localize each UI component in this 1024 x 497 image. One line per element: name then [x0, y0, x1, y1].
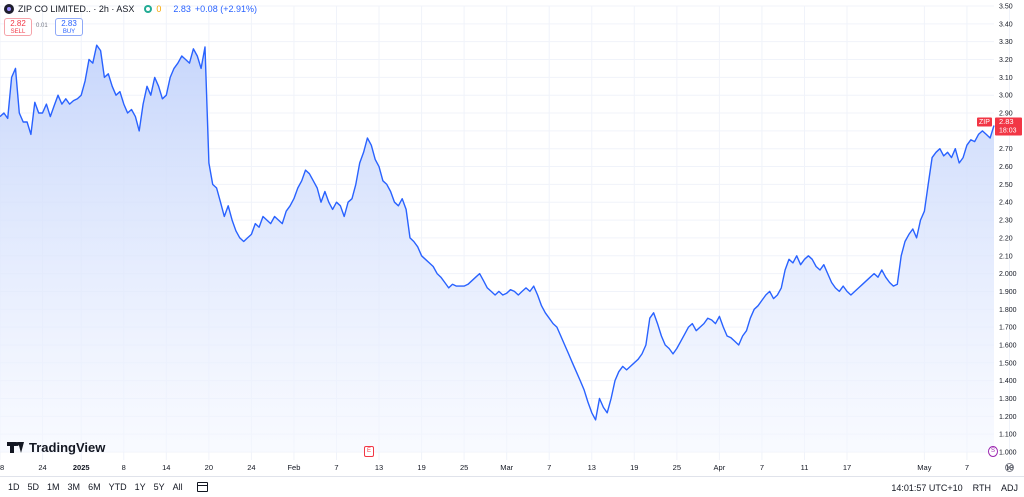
x-tick-label: 19 — [417, 463, 425, 472]
y-tick-label: 2.10 — [999, 253, 1013, 260]
range-ytd-button[interactable]: YTD — [108, 482, 127, 492]
y-tick-label: 1.800 — [999, 307, 1017, 314]
y-tick-label: 3.20 — [999, 57, 1013, 64]
symbol-header: ZIP CO LIMITED.. · 2h · ASX 0 2.83 +0.08… — [4, 2, 257, 16]
spread-value: 0.01 — [36, 23, 48, 29]
x-tick-label: 24 — [38, 463, 46, 472]
x-tick-label: 7 — [547, 463, 551, 472]
y-tick-label: 1.500 — [999, 360, 1017, 367]
tradingview-logo-icon — [7, 442, 25, 453]
price-line — [0, 44, 995, 421]
y-tick-label: 1.300 — [999, 396, 1017, 403]
x-tick-label: 20 — [205, 463, 213, 472]
range-5y-button[interactable]: 5Y — [153, 482, 165, 492]
range-5d-button[interactable]: 5D — [27, 482, 40, 492]
y-tick-label: 1.600 — [999, 342, 1017, 349]
price-area-fill — [0, 45, 994, 452]
range-6m-button[interactable]: 6M — [88, 482, 101, 492]
x-tick-label: 18 — [0, 463, 4, 472]
x-axis[interactable]: 18 24 2025 8 14 20 24 Feb 7 13 19 25 Mar 7 13 19 25 Apr 7 1… — [0, 463, 1024, 472]
range-all-button[interactable]: All — [172, 482, 183, 492]
x-tick-label: 13 — [588, 463, 596, 472]
y-tick-label: 2.20 — [999, 235, 1013, 242]
x-tick-label: 25 — [673, 463, 681, 472]
range-1m-button[interactable]: 1M — [47, 482, 60, 492]
bottom-right-controls: 14:01:57 UTC+10 RTH ADJ — [891, 477, 1018, 497]
y-tick-label: 3.40 — [999, 21, 1013, 28]
x-tick-label: 17 — [843, 463, 851, 472]
range-1y-button[interactable]: 1Y — [134, 482, 146, 492]
last-price-tag: ZIP 2.83 18:03 — [977, 117, 1022, 136]
y-tick-label: 2.60 — [999, 164, 1013, 171]
y-axis[interactable]: 1.000 1.100 1.200 1.300 1.400 1.500 1.600 1.700… — [999, 4, 1017, 457]
x-tick-label: Apr — [714, 463, 726, 472]
x-tick-label: 7 — [760, 463, 764, 472]
buy-label: BUY — [62, 29, 76, 35]
clock-time[interactable]: 14:01:57 UTC+10 — [891, 482, 963, 493]
range-3m-button[interactable]: 3M — [67, 482, 81, 492]
x-tick-label: 14 — [162, 463, 170, 472]
y-tick-label: 3.30 — [999, 39, 1013, 46]
x-tick-label: May — [917, 463, 931, 472]
price-tag-price: 2.83 — [999, 117, 1014, 126]
price-tag-bg — [995, 117, 1022, 136]
header-change: +0.08 (+2.91%) — [194, 4, 257, 14]
y-tick-label: 2.40 — [999, 200, 1013, 207]
price-tag-symbol-bg — [977, 117, 992, 127]
status-value: 0 — [156, 4, 162, 14]
x-tick-label: Feb — [287, 463, 300, 472]
brand-name: TradingView — [29, 440, 106, 455]
sell-price: 2.82 — [10, 19, 26, 28]
earnings-event-icon[interactable]: E — [364, 446, 374, 457]
y-tick-label: 1.100 — [999, 432, 1017, 439]
x-tick-label: 7 — [965, 463, 969, 472]
adjust-toggle[interactable]: ADJ — [1000, 482, 1018, 493]
symbol-logo-icon[interactable] — [4, 4, 14, 14]
buy-price: 2.83 — [61, 19, 77, 28]
x-tick-label: 7 — [334, 463, 338, 472]
range-1d-button[interactable]: 1D — [8, 482, 20, 492]
y-tick-label: 3.10 — [999, 75, 1013, 82]
price-tag-countdown: 18:03 — [999, 128, 1017, 135]
y-tick-label: 1.200 — [999, 414, 1017, 421]
x-tick-label: 2025 — [73, 463, 90, 472]
x-tick-label: 8 — [122, 463, 126, 472]
y-tick-label: 1.900 — [999, 289, 1017, 296]
x-tick-label: Mar — [500, 463, 513, 472]
calendar-icon[interactable] — [196, 482, 208, 492]
y-tick-label: 1.400 — [999, 378, 1017, 385]
x-tick-label: 13 — [375, 463, 383, 472]
market-status-icon[interactable] — [144, 5, 153, 13]
tradingview-logo[interactable]: TradingView — [7, 440, 105, 455]
price-tag-symbol: ZIP — [979, 119, 990, 126]
gear-icon[interactable] — [1005, 463, 1014, 472]
sell-button[interactable]: 2.82 SELL — [4, 18, 32, 36]
y-tick-label: 3.00 — [999, 93, 1013, 100]
split-event-icon[interactable]: S — [988, 446, 998, 457]
y-tick-label: 2.30 — [999, 218, 1013, 225]
session-toggle[interactable]: RTH — [972, 482, 991, 493]
x-tick-label: 24 — [247, 463, 255, 472]
y-tick-label: 2.50 — [999, 182, 1013, 189]
symbol-title[interactable]: ZIP CO LIMITED.. · 2h · ASX — [18, 4, 135, 14]
x-tick-label: 25 — [460, 463, 468, 472]
header-price: 2.83 — [173, 4, 191, 14]
buy-button[interactable]: 2.83 BUY — [55, 18, 83, 36]
y-tick-label: 2.70 — [999, 146, 1013, 153]
y-tick-label: 3.50 — [999, 4, 1013, 11]
y-tick-label: 1.700 — [999, 325, 1017, 332]
y-tick-label: 2.90 — [999, 111, 1013, 118]
sell-label: SELL — [10, 29, 26, 35]
x-tick-label: 11 — [801, 463, 809, 472]
y-tick-label: 1.000 — [999, 450, 1017, 457]
x-tick-label: 19 — [630, 463, 638, 472]
bottom-toolbar: 1D 5D 1M 3M 6M YTD 1Y 5Y All 14:01:57 UT… — [0, 476, 1024, 497]
y-tick-label: 2.000 — [999, 271, 1017, 278]
